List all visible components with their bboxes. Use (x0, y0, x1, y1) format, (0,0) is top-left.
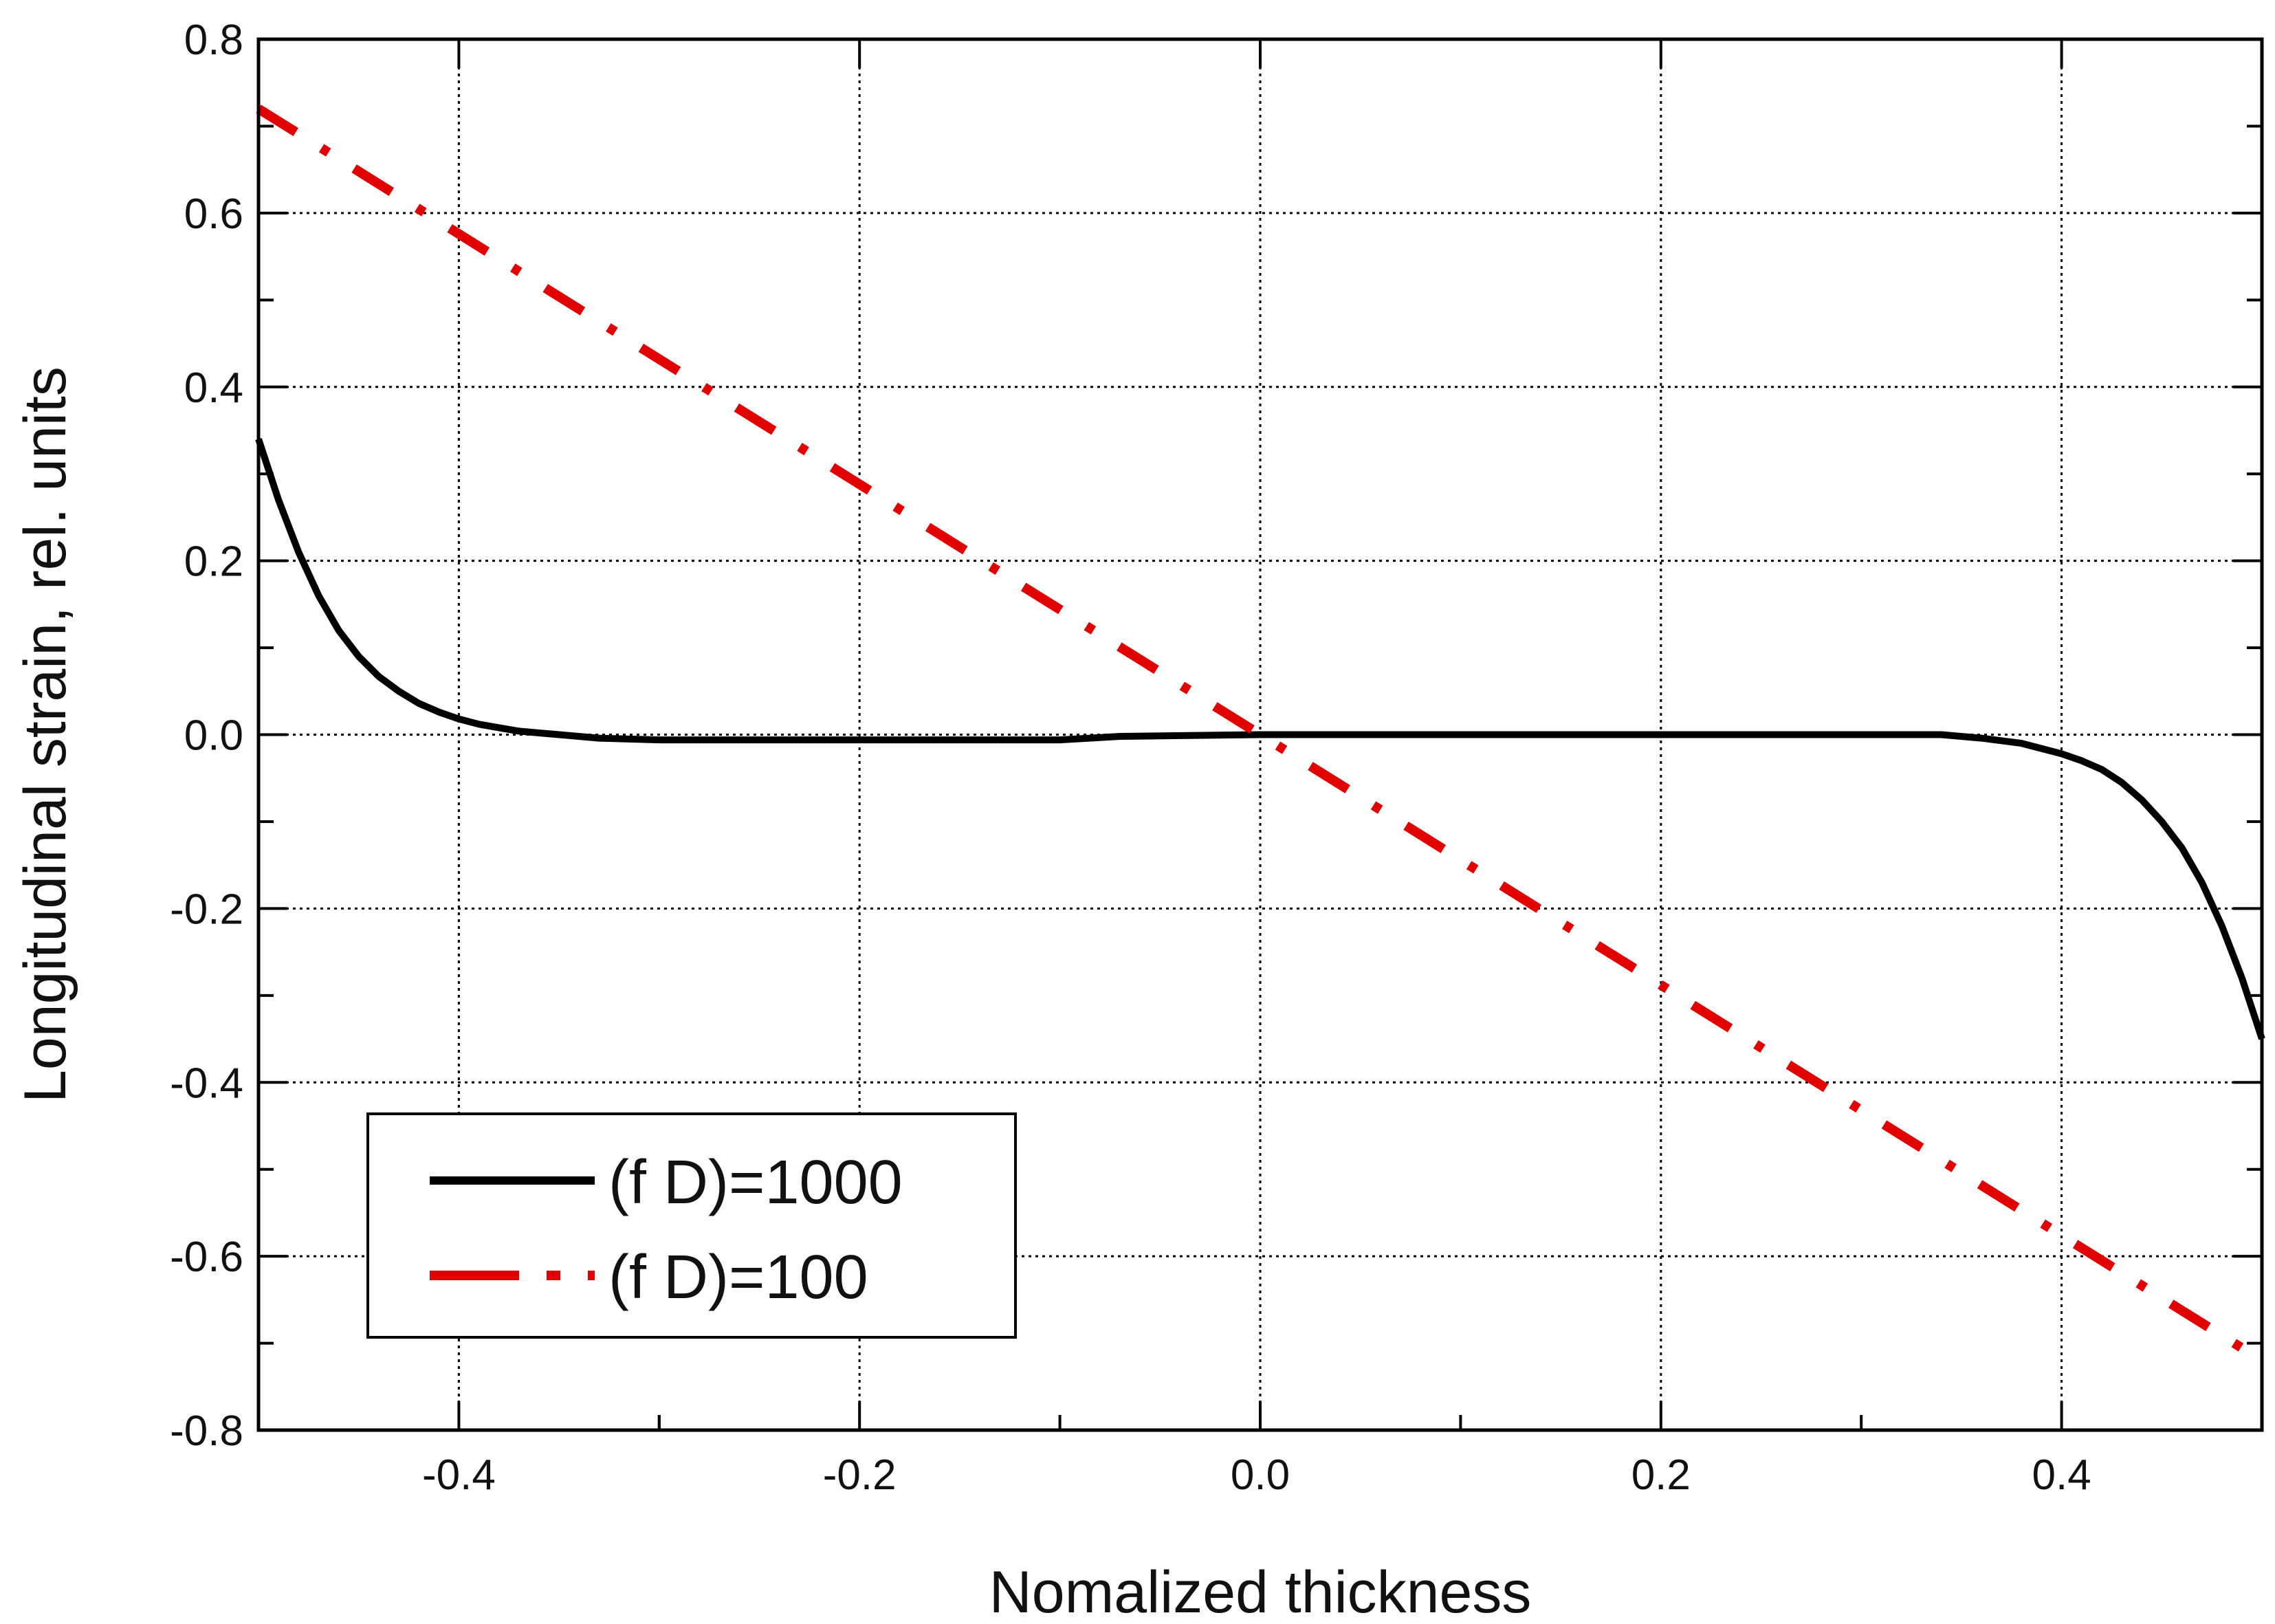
x-tick-label-4: 0.4 (2032, 1451, 2091, 1499)
legend: (f D)=1000 (f D)=100 (366, 1112, 1017, 1339)
legend-label-fd1000: (f D)=1000 (608, 1148, 903, 1217)
series-layer (255, 105, 2265, 1365)
y-tick-label-8: 0.8 (184, 17, 243, 64)
legend-box (366, 1112, 1017, 1339)
y-tick-label-7: 0.6 (184, 190, 243, 238)
y-tick-label-4: 0.0 (184, 712, 243, 760)
y-tick-label-1: -0.6 (170, 1233, 243, 1281)
x-tick-label-3: 0.2 (1631, 1451, 1691, 1499)
y-tick-label-3: -0.2 (170, 886, 243, 933)
x-axis-title: Nomalized thickness (989, 1559, 1532, 1624)
y-tick-label-5: 0.2 (184, 538, 243, 586)
y-axis-title: Longitudinal strain, rel. units (12, 366, 78, 1103)
series-line-0 (255, 438, 2265, 1040)
legend-label-fd100: (f D)=100 (608, 1243, 868, 1312)
x-tick-label-1: -0.2 (823, 1451, 897, 1499)
x-tick-label-2: 0.0 (1231, 1451, 1290, 1499)
y-tick-label-2: -0.4 (170, 1060, 243, 1107)
y-axis: -0.8 -0.6 -0.4 -0.2 0.0 0.2 0.4 0.6 0.8 (170, 17, 2262, 1455)
y-tick-label-0: -0.8 (170, 1407, 243, 1455)
x-tick-label-0: -0.4 (422, 1451, 496, 1499)
x-axis: -0.4 -0.2 0.0 0.2 0.4 (422, 39, 2091, 1499)
y-tick-label-6: 0.4 (184, 364, 243, 412)
